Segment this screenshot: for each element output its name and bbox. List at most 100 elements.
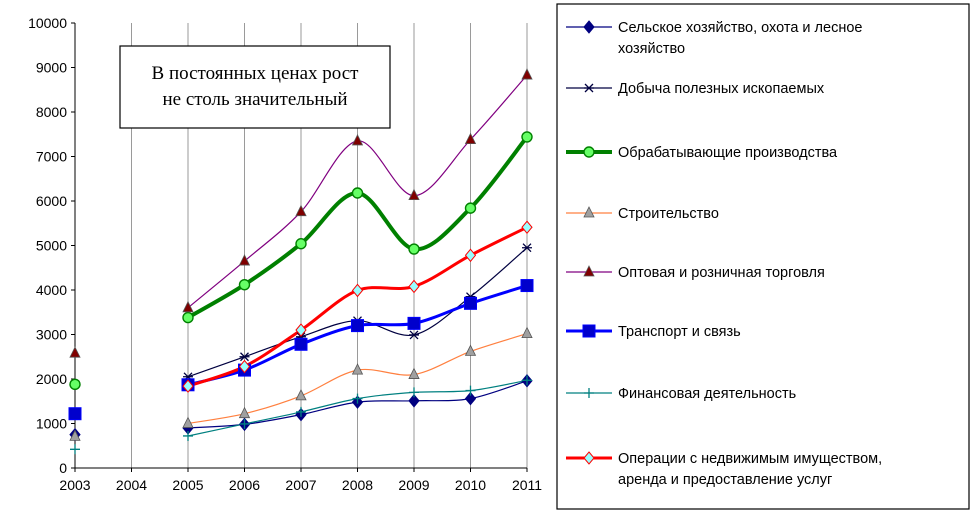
data-point: [464, 296, 477, 310]
data-point: [520, 279, 534, 293]
data-point: [521, 326, 533, 339]
x-tick-label: 2005: [172, 477, 203, 493]
y-tick-label: 3000: [36, 327, 67, 343]
legend-item: Сельское хозяйство, охота и лесное хозяйс…: [566, 20, 862, 57]
data-point: [294, 337, 308, 351]
data-point: [238, 278, 251, 291]
annotation-box: В постоянных ценах рост не столь значите…: [119, 45, 391, 129]
legend: Сельское хозяйство, охота и лесное хозяйс…: [556, 3, 970, 510]
data-point: [351, 187, 364, 199]
data-point: [464, 202, 477, 214]
x-tick-label: 2008: [342, 477, 373, 493]
data-point: [70, 444, 80, 455]
data-point: [408, 188, 420, 201]
data-point: [408, 367, 420, 379]
y-tick-label: 7000: [36, 149, 67, 165]
data-point: [68, 407, 82, 421]
y-tick-label: 0: [59, 460, 67, 476]
x-tick-label: 2006: [229, 477, 260, 493]
data-point: [239, 352, 250, 362]
legend-swatch-marker: [584, 388, 594, 398]
data-point: [295, 238, 307, 250]
data-point: [465, 385, 476, 396]
data-point: [464, 344, 477, 356]
x-tick-label: 2007: [285, 477, 316, 493]
legend-item: Обрабатывающие производства: [566, 145, 838, 161]
x-tick-label: 2003: [59, 477, 90, 493]
data-point: [464, 391, 477, 406]
y-tick-label: 10000: [28, 15, 67, 31]
legend-item: Операции с недвижимым имуществом, аренда …: [566, 451, 882, 488]
data-point: [521, 220, 533, 235]
legend-label: аренда и предоставление услуг: [618, 472, 832, 488]
data-point: [295, 323, 307, 337]
x-tick-label: 2009: [398, 477, 429, 493]
data-point: [182, 311, 194, 324]
annotation-line-2: не столь значительный: [162, 89, 347, 110]
y-tick-label: 2000: [36, 371, 67, 387]
legend-swatch-marker: [584, 83, 594, 93]
data-point: [351, 319, 364, 333]
legend-label: Добыча полезных ископаемых: [618, 81, 825, 97]
legend-item: Финансовая деятельность: [566, 386, 796, 402]
data-point: [407, 316, 421, 330]
legend-label: Операции с недвижимым имуществом,: [618, 451, 882, 467]
y-tick-label: 1000: [36, 416, 67, 432]
data-point: [351, 134, 364, 146]
data-point: [238, 359, 251, 374]
annotation-frame: [119, 45, 391, 129]
legend-item: Строительство: [566, 206, 719, 222]
data-point: [464, 132, 477, 144]
legend-swatch-marker: [583, 206, 595, 218]
legend-label: Оптовая и розничная торговля: [618, 265, 825, 281]
data-point: [69, 346, 81, 358]
data-point: [352, 393, 363, 404]
legend-swatch-marker: [583, 146, 595, 158]
x-tick-label: 2004: [116, 477, 147, 493]
y-tick-label: 5000: [36, 238, 67, 254]
axes: 0 1000 2000 3000 4000 5000 6000 7000 8000 9000 100…: [28, 15, 542, 493]
data-point: [295, 389, 307, 401]
data-point: [522, 375, 532, 386]
legend-item: Транспорт и связь: [566, 324, 741, 340]
legend-swatch-marker: [583, 265, 595, 277]
legend-label: Строительство: [618, 206, 719, 222]
legend-swatch-marker: [583, 451, 595, 465]
data-point: [238, 406, 251, 419]
legend-label: хозяйство: [618, 41, 685, 57]
data-point: [238, 254, 251, 266]
data-point: [182, 300, 194, 313]
x-tick-label: 2011: [512, 477, 542, 493]
annotation-line-1: В постоянных ценах рост: [152, 63, 360, 84]
data-point: [296, 406, 306, 417]
data-point: [408, 279, 420, 294]
data-point: [522, 243, 532, 253]
data-point: [351, 363, 364, 375]
data-point: [408, 394, 420, 408]
data-point: [408, 243, 420, 255]
y-tick-label: 4000: [36, 282, 67, 298]
legend-swatch-marker: [582, 324, 596, 338]
data-point: [409, 330, 419, 340]
legend-item: Оптовая и розничная торговля: [566, 265, 825, 281]
data-point: [69, 378, 81, 391]
data-point: [464, 248, 477, 263]
x-tick-label: 2010: [455, 477, 486, 493]
y-tick-label: 9000: [36, 60, 67, 76]
legend-label: Сельское хозяйство, охота и лесное: [618, 20, 862, 36]
data-point: [182, 416, 194, 428]
legend-item: Добыча полезных ископаемых: [566, 81, 825, 97]
data-point: [521, 68, 533, 80]
legend-label: Транспорт и связь: [618, 324, 741, 340]
y-tick-label: 8000: [36, 104, 67, 120]
data-point: [182, 379, 194, 393]
data-point: [69, 429, 81, 441]
y-tick-label: 6000: [36, 193, 67, 209]
data-point: [239, 418, 250, 429]
series-markers: [68, 68, 534, 455]
data-point: [521, 131, 533, 143]
data-point: [183, 430, 193, 441]
legend-label: Финансовая деятельность: [618, 386, 796, 402]
legend-swatch-marker: [583, 20, 595, 34]
